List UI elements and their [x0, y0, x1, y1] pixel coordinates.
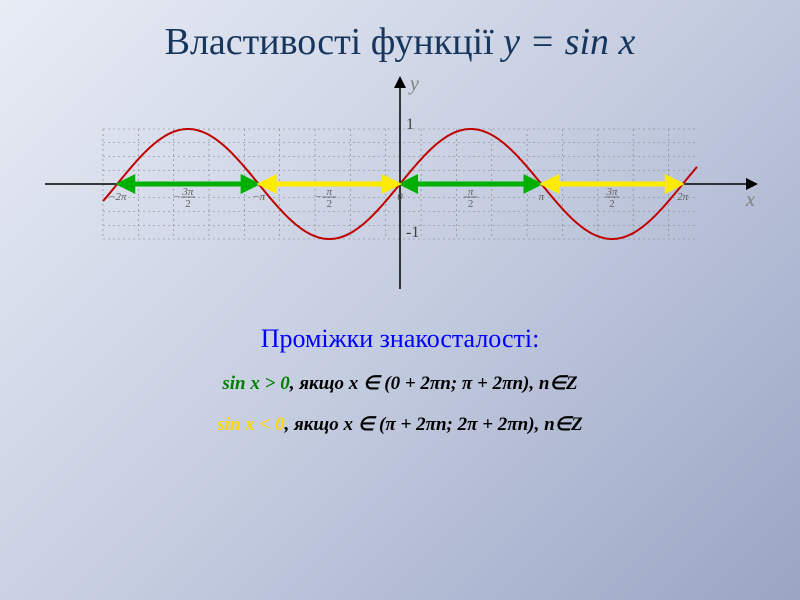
cond-neg-lead: sin x < 0 — [217, 414, 284, 435]
svg-text:1: 1 — [406, 116, 414, 133]
condition-negative: sin x < 0, якщо x ∈ (π + 2πn; 2π + 2πn),… — [0, 413, 800, 436]
cond-pos-rest: , якщо x ∈ (0 + 2πn; π + 2πn), n∈Z — [290, 373, 578, 394]
svg-text:2: 2 — [468, 198, 474, 210]
svg-text:π: π — [539, 191, 545, 203]
svg-text:0: 0 — [397, 191, 403, 203]
svg-text:π: π — [327, 186, 333, 198]
page-title: Властивості функції y = sin x — [0, 20, 800, 64]
svg-text:2: 2 — [609, 198, 615, 210]
svg-text:2π: 2π — [677, 191, 689, 203]
svg-text:x: x — [745, 189, 755, 211]
cond-neg-rest: , якщо x ∈ (π + 2πn; 2π + 2πn), n∈Z — [285, 414, 583, 435]
cond-pos-lead: sin x > 0 — [222, 373, 289, 394]
subtitle-text: Проміжки знакосталості: — [261, 324, 540, 353]
svg-text:−2π: −2π — [108, 191, 127, 203]
svg-text:π: π — [468, 186, 474, 198]
svg-text:−: − — [174, 191, 180, 203]
svg-text:2: 2 — [185, 198, 191, 210]
svg-text:−: − — [315, 191, 321, 203]
svg-text:3π: 3π — [181, 186, 194, 198]
svg-text:y: y — [408, 74, 419, 95]
svg-text:3π: 3π — [606, 186, 619, 198]
sine-chart: 1-1yx−2π−3π2−π−π20π2π3π22π — [40, 74, 760, 294]
svg-text:2: 2 — [327, 198, 333, 210]
title-emph: y = sin x — [503, 21, 635, 63]
condition-positive: sin x > 0, якщо x ∈ (0 + 2πn; π + 2πn), … — [0, 372, 800, 395]
subtitle: Проміжки знакосталості: — [0, 324, 800, 354]
svg-text:−π: −π — [252, 191, 265, 203]
svg-text:-1: -1 — [406, 224, 419, 241]
title-plain: Властивості функції — [165, 21, 504, 63]
